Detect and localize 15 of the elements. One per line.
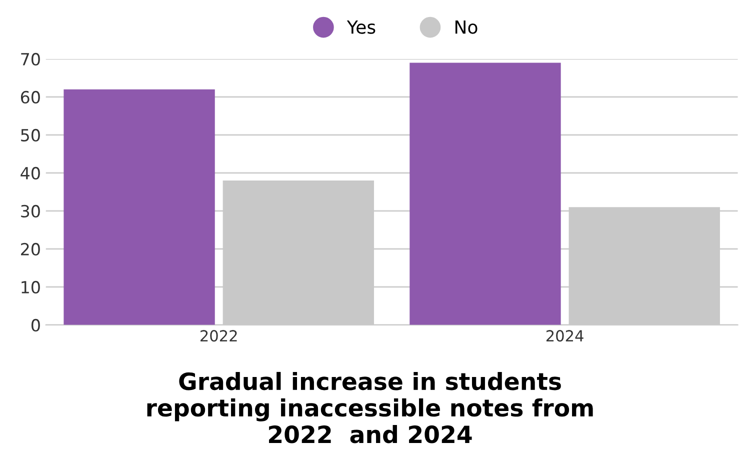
y-tick-label: 0 — [32, 318, 40, 332]
y-tick-label: 20 — [21, 242, 40, 256]
x-tick-label: 2022 — [200, 330, 237, 342]
x-tick-label: 2024 — [546, 330, 584, 342]
y-tick-label: 10 — [22, 280, 40, 294]
legend-label: No — [455, 20, 478, 34]
legend-label: Yes — [346, 20, 376, 34]
text: Gradual increase in students reporting inaccessible notes from 2022 and 2024 — [147, 372, 593, 444]
y-tick-label: 40 — [20, 166, 40, 180]
y-tick-label: 70 — [21, 52, 40, 66]
bar — [64, 89, 215, 325]
y-tick-label: 60 — [20, 90, 40, 104]
y-tick-label: 30 — [21, 204, 40, 218]
y-tick-label: 50 — [21, 128, 40, 142]
bar — [410, 62, 561, 325]
